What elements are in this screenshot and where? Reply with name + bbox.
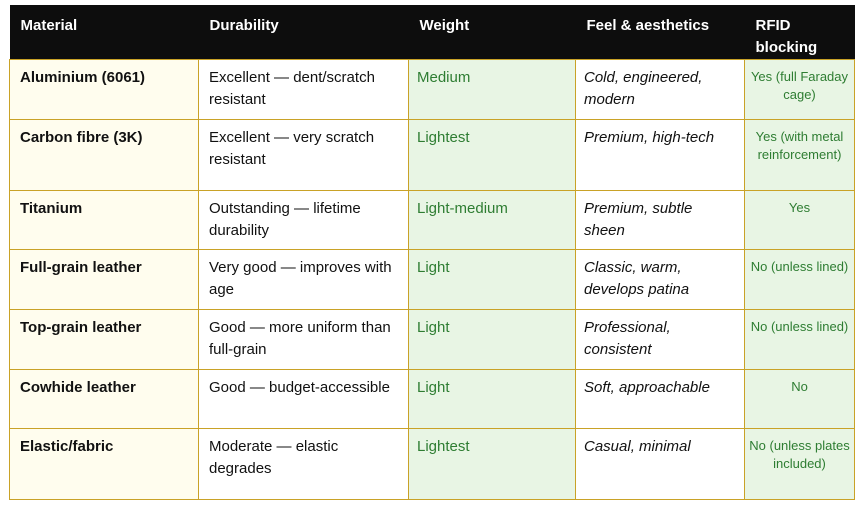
cell-feel: Premium, high-tech bbox=[575, 119, 745, 191]
table-row: Full-grain leather Very good — improves … bbox=[9, 249, 855, 310]
cell-durability: Very good — improves with age bbox=[198, 249, 409, 310]
cell-material: Elastic/fabric bbox=[9, 428, 199, 500]
cell-material: Full-grain leather bbox=[9, 249, 199, 310]
cell-rfid: Yes (with metal reinforcement) bbox=[744, 119, 855, 191]
cell-weight: Lightest bbox=[408, 428, 576, 500]
table-row: Titanium Outstanding — lifetime durabili… bbox=[9, 190, 855, 250]
cell-rfid: Yes (full Faraday cage) bbox=[744, 59, 855, 120]
table-header-row: Material Durability Weight Feel & aesthe… bbox=[9, 5, 855, 60]
cell-feel: Premium, subtle sheen bbox=[575, 190, 745, 250]
cell-feel: Cold, engineered, modern bbox=[575, 59, 745, 120]
cell-durability: Good — more uniform than full-grain bbox=[198, 309, 409, 370]
table-row: Elastic/fabric Moderate — elastic degrad… bbox=[9, 428, 855, 500]
cell-rfid: Yes bbox=[744, 190, 855, 250]
cell-weight: Light bbox=[408, 369, 576, 429]
cell-durability: Moderate — elastic degrades bbox=[198, 428, 409, 500]
cell-rfid: No bbox=[744, 369, 855, 429]
cell-weight: Medium bbox=[408, 59, 576, 120]
cell-weight: Lightest bbox=[408, 119, 576, 191]
table-row: Top-grain leather Good — more uniform th… bbox=[9, 309, 855, 370]
header-weight: Weight bbox=[408, 5, 576, 60]
header-material: Material bbox=[9, 5, 199, 60]
cell-durability: Good — budget-accessible bbox=[198, 369, 409, 429]
cell-feel: Classic, warm, develops patina bbox=[575, 249, 745, 310]
cell-rfid: No (unless lined) bbox=[744, 249, 855, 310]
header-rfid-blocking: RFID blocking bbox=[744, 5, 855, 60]
table-row: Cowhide leather Good — budget-accessible… bbox=[9, 369, 855, 429]
cell-rfid: No (unless lined) bbox=[744, 309, 855, 370]
cell-material: Carbon fibre (3K) bbox=[9, 119, 199, 191]
cell-durability: Excellent — dent/scratch resistant bbox=[198, 59, 409, 120]
cell-material: Top-grain leather bbox=[9, 309, 199, 370]
cell-feel: Soft, approachable bbox=[575, 369, 745, 429]
cell-feel: Casual, minimal bbox=[575, 428, 745, 500]
comparison-table-container: Material Durability Weight Feel & aesthe… bbox=[9, 5, 855, 500]
header-feel-aesthetics: Feel & aesthetics bbox=[575, 5, 745, 60]
cell-weight: Light bbox=[408, 249, 576, 310]
cell-durability: Excellent — very scratch resistant bbox=[198, 119, 409, 191]
table-row: Aluminium (6061) Excellent — dent/scratc… bbox=[9, 59, 855, 120]
material-comparison-table: Material Durability Weight Feel & aesthe… bbox=[9, 5, 855, 500]
cell-weight: Light-medium bbox=[408, 190, 576, 250]
cell-feel: Professional, consistent bbox=[575, 309, 745, 370]
cell-material: Cowhide leather bbox=[9, 369, 199, 429]
cell-rfid: No (unless plates included) bbox=[744, 428, 855, 500]
cell-material: Aluminium (6061) bbox=[9, 59, 199, 120]
cell-weight: Light bbox=[408, 309, 576, 370]
cell-material: Titanium bbox=[9, 190, 199, 250]
header-durability: Durability bbox=[198, 5, 409, 60]
cell-durability: Outstanding — lifetime durability bbox=[198, 190, 409, 250]
table-row: Carbon fibre (3K) Excellent — very scrat… bbox=[9, 119, 855, 191]
